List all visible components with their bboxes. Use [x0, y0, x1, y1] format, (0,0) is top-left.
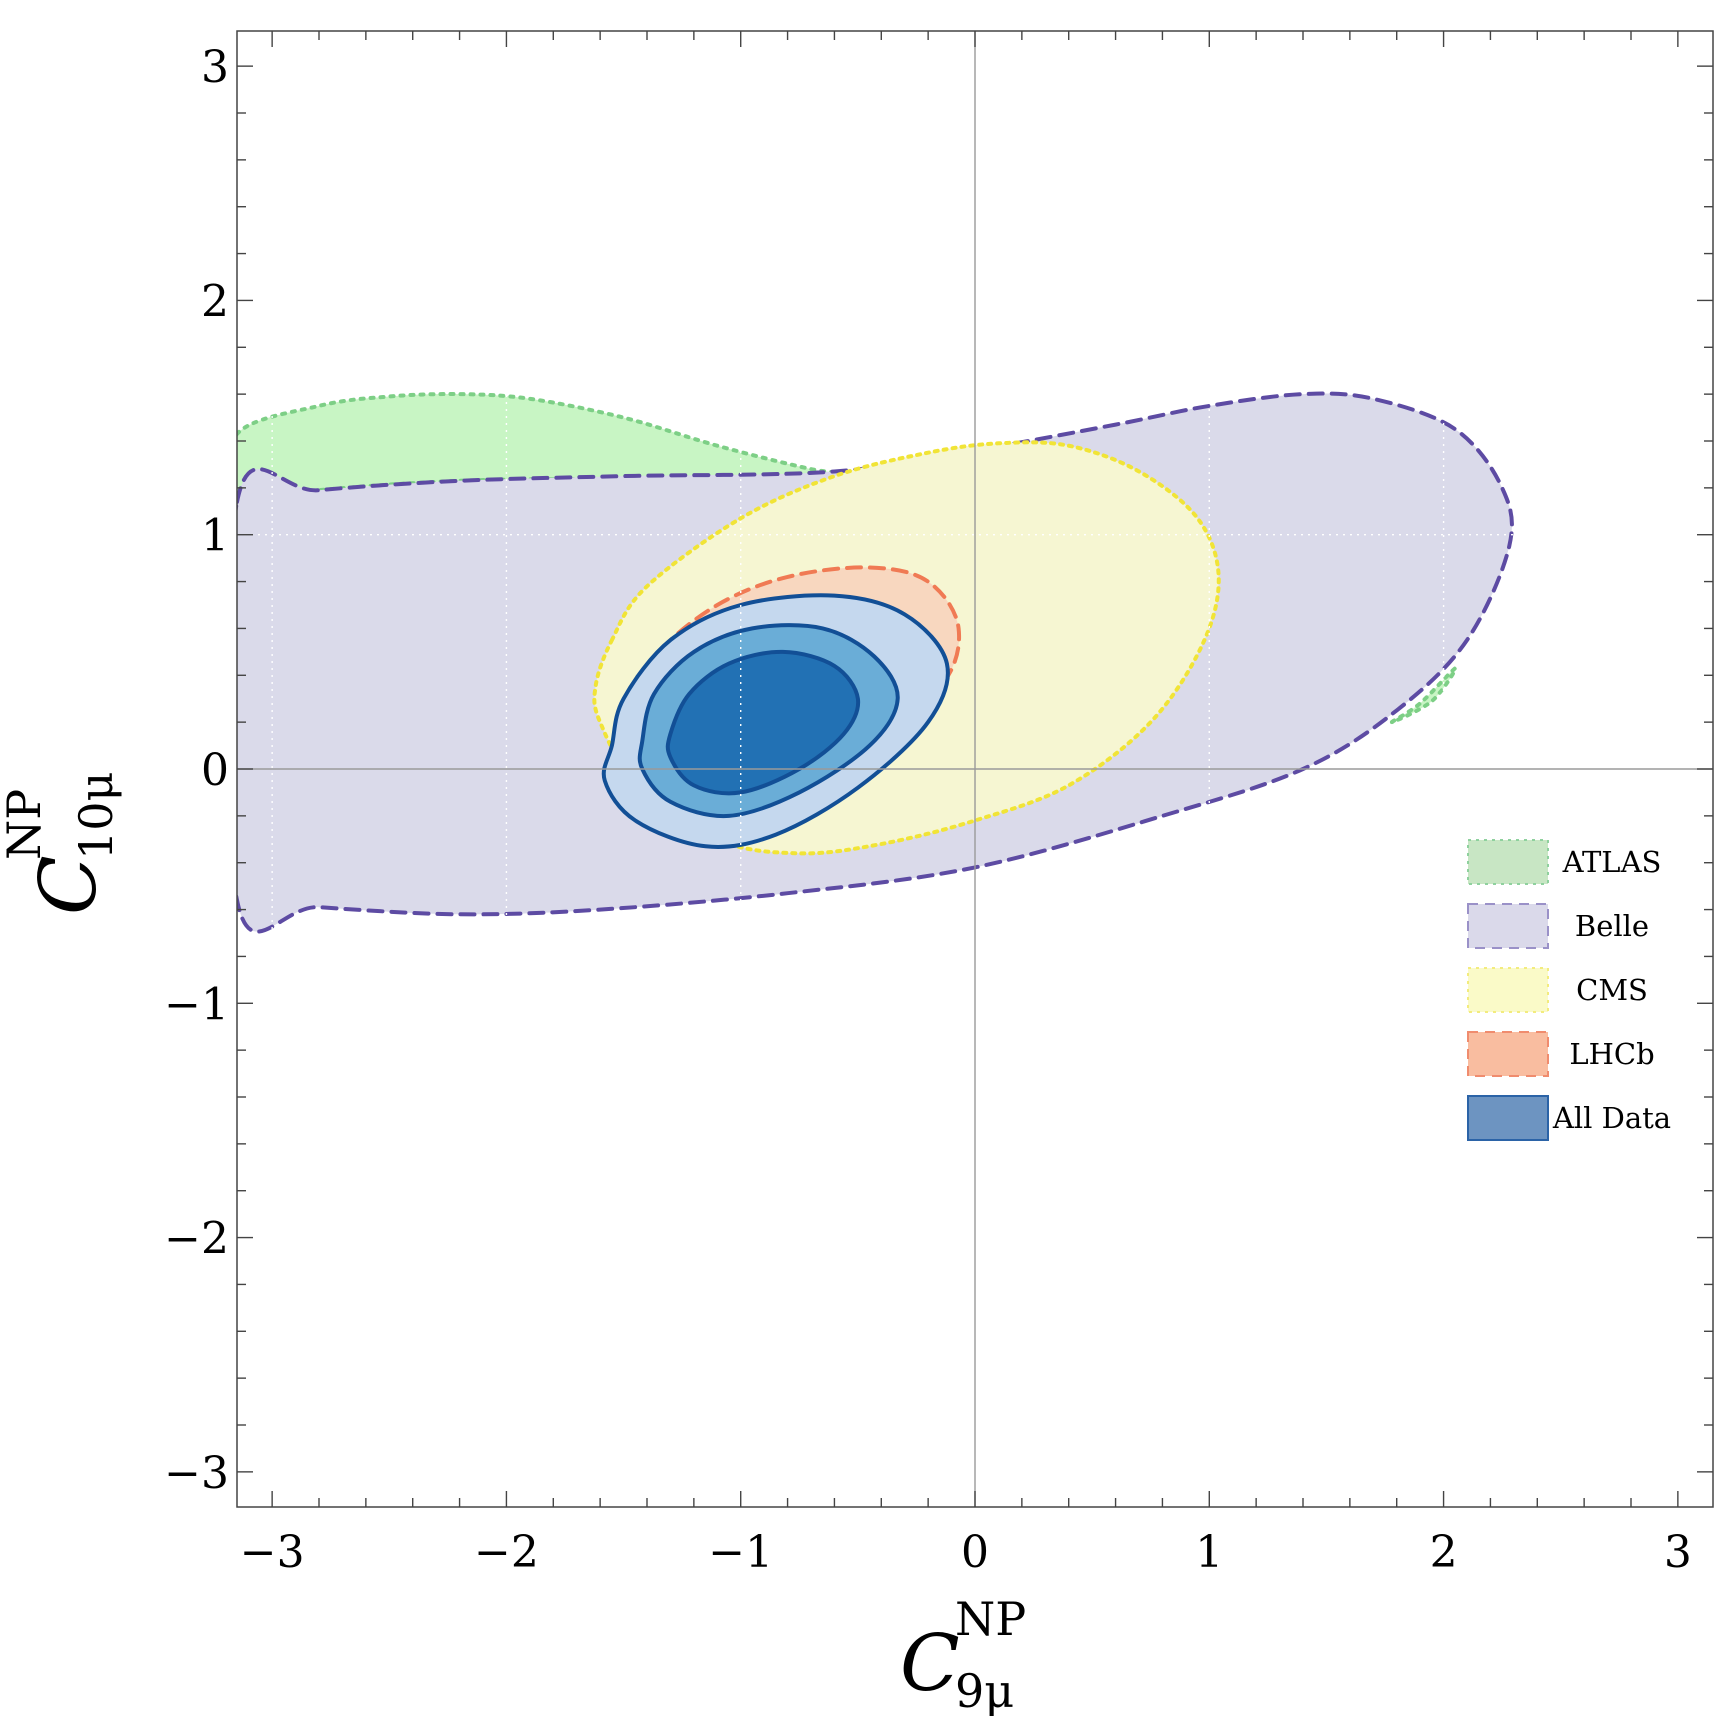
legend-swatch: [1467, 903, 1549, 949]
legend-label: ATLAS: [1562, 845, 1662, 879]
legend-item-lhcb: LHCb: [1467, 1031, 1655, 1077]
x-tick-label: 2: [1430, 1527, 1458, 1578]
x-axis-title-sub: 9μ: [955, 1664, 1014, 1716]
region-all-data-1: [665, 649, 861, 796]
y-axis-title-sup: NP: [0, 789, 51, 860]
legend-label: Belle: [1575, 909, 1649, 943]
ticks-layer: [237, 31, 1713, 1507]
y-tick-label: 2: [201, 276, 229, 327]
legend-swatch: [1467, 1095, 1549, 1141]
legend-item-cms: CMS: [1467, 967, 1648, 1013]
y-tick-label: 1: [201, 511, 229, 562]
y-tick-label: −1: [164, 979, 229, 1030]
x-axis-title-sup: NP: [955, 1592, 1026, 1646]
region-atlas-fragment: [1389, 666, 1458, 725]
legend-swatch: [1467, 839, 1549, 885]
x-tick-label: 1: [1195, 1527, 1223, 1578]
zero-lines: [237, 31, 1713, 1507]
legend-item-all-data: All Data: [1467, 1095, 1671, 1141]
y-tick-label: 0: [201, 745, 229, 796]
y-axis-title: C 10μ NP: [0, 772, 123, 915]
x-tick-label: −1: [708, 1527, 773, 1578]
x-tick-label: 3: [1664, 1527, 1692, 1578]
legend-label: All Data: [1552, 1101, 1671, 1135]
y-tick-label: 3: [201, 42, 229, 93]
legend-swatch: [1467, 1031, 1549, 1077]
y-tick-label: −3: [164, 1448, 229, 1499]
legend-swatch: [1467, 967, 1549, 1013]
x-axis-title: C 9μ NP: [900, 1592, 1026, 1716]
x-axis-title-main: C: [900, 1619, 960, 1709]
tick-labels-layer: −3 −2 −1 0 1 2 3 −3 −2 −1 0 1 2 3: [164, 42, 1692, 1578]
regions-layer: [237, 391, 1514, 934]
legend: ATLAS Belle CMS LHCb All Data: [1467, 839, 1671, 1141]
legend-label: LHCb: [1569, 1037, 1654, 1071]
legend-label: CMS: [1576, 973, 1648, 1007]
grid-layer: [237, 31, 1713, 1507]
y-axis-title-main: C: [24, 855, 114, 915]
x-tick-label: −2: [474, 1527, 539, 1578]
y-axis-title-sub: 10μ: [69, 772, 123, 860]
x-tick-label: −3: [240, 1527, 305, 1578]
legend-item-atlas: ATLAS: [1467, 839, 1662, 885]
x-tick-label: 0: [961, 1527, 989, 1578]
y-tick-label: −2: [164, 1214, 229, 1265]
legend-item-belle: Belle: [1467, 903, 1649, 949]
